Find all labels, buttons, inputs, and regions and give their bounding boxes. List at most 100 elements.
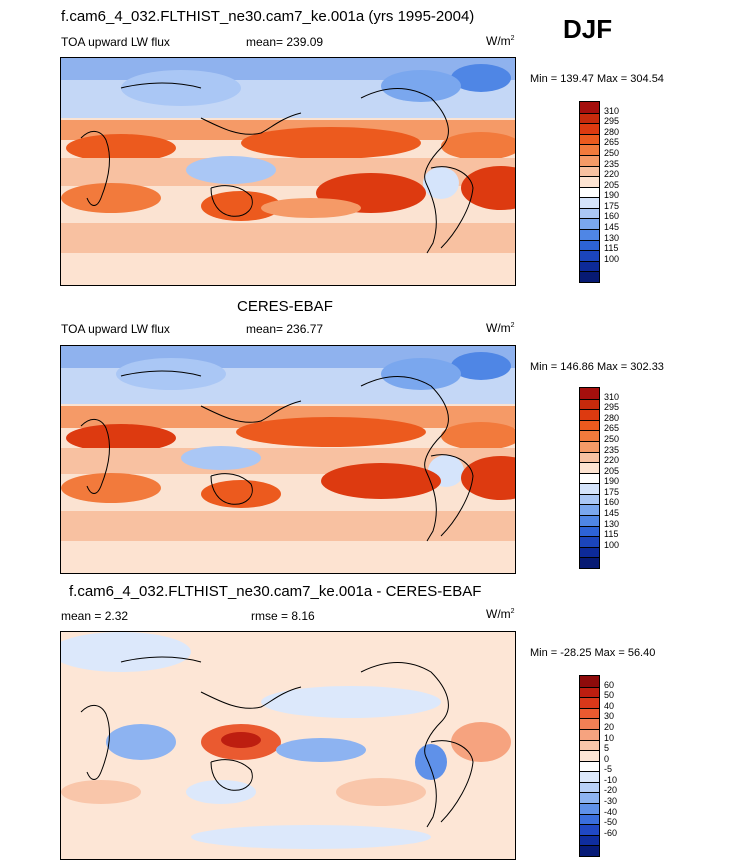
panel1-variable-label: TOA upward LW flux <box>61 35 170 49</box>
colorbar-tick-label: -40 <box>604 806 618 817</box>
panel3-units: W/m2 <box>486 607 515 621</box>
colorbar-tick-label: 295 <box>604 116 620 127</box>
colorbar-tick-label: 160 <box>604 211 620 222</box>
colorbar-swatch <box>580 239 599 251</box>
season-label: DJF <box>563 14 613 44</box>
colorbar-swatch <box>580 409 599 420</box>
colorbar-swatch <box>580 803 599 814</box>
colorbar-tick-label: 310 <box>604 105 620 116</box>
colorbar-tick-label: 175 <box>604 200 620 211</box>
colorbar-swatch <box>580 154 599 166</box>
colorbar-tick-label: 295 <box>604 402 620 413</box>
panel1-minmax: Min = 139.47 Max = 304.54 <box>530 73 664 85</box>
panel3-colorbar <box>579 675 600 857</box>
panel1-map <box>60 57 516 286</box>
colorbar-tick-label: 115 <box>604 243 619 254</box>
colorbar-tick-label: -10 <box>604 774 618 785</box>
colorbar-swatch <box>580 697 599 708</box>
colorbar-swatch <box>580 207 599 219</box>
panel2-map <box>60 345 516 574</box>
colorbar-swatch <box>580 472 599 484</box>
colorbar-swatch <box>580 260 599 272</box>
colorbar-swatch <box>580 250 599 261</box>
colorbar-swatch <box>580 419 599 431</box>
colorbar-tick-label: 235 <box>604 444 620 455</box>
panel3-mean-label: mean = 2.32 <box>61 609 129 623</box>
colorbar-tick-label: -60 <box>604 827 618 838</box>
colorbar-tick-label: 10 <box>604 732 615 743</box>
panel3-map <box>60 631 516 860</box>
colorbar-swatch <box>580 123 599 134</box>
colorbar-swatch <box>580 462 599 473</box>
colorbar-swatch <box>580 430 599 441</box>
colorbar-tick-label: 280 <box>604 126 620 137</box>
panel3-minmax: Min = -28.25 Max = 56.40 <box>530 647 656 659</box>
colorbar-tick-label: 5 <box>604 743 610 754</box>
colorbar-swatch <box>580 792 599 804</box>
colorbar-tick-label: 205 <box>604 179 620 190</box>
colorbar-swatch <box>580 771 599 782</box>
panel2-units: W/m2 <box>486 321 515 335</box>
colorbar-swatch <box>580 133 599 145</box>
colorbar-swatch <box>580 504 599 516</box>
colorbar-swatch <box>580 718 599 729</box>
colorbar-tick-label: 190 <box>604 190 620 201</box>
colorbar-tick-label: 250 <box>604 433 620 444</box>
colorbar-swatch <box>580 845 599 856</box>
panel3-title: f.cam6_4_032.FLTHIST_ne30.cam7_ke.001a -… <box>69 583 482 600</box>
colorbar-tick-label: 145 <box>604 222 620 233</box>
colorbar-swatch <box>580 525 599 537</box>
colorbar-swatch <box>580 515 599 526</box>
panel3-rmse-label: rmse = 8.16 <box>251 609 315 623</box>
colorbar-tick-label: -5 <box>604 764 613 775</box>
colorbar-tick-label: 130 <box>604 232 620 243</box>
colorbar-swatch <box>580 102 599 113</box>
colorbar-tick-label: 235 <box>604 158 620 169</box>
colorbar-swatch <box>580 536 599 547</box>
colorbar-swatch <box>580 398 599 410</box>
panel1-units: W/m2 <box>486 34 515 48</box>
colorbar-swatch <box>580 451 599 463</box>
colorbar-swatch <box>580 781 599 793</box>
colorbar-swatch <box>580 557 599 568</box>
panel2-title: CERES-EBAF <box>237 298 333 315</box>
colorbar-swatch <box>580 493 599 505</box>
panel1-title: f.cam6_4_032.FLTHIST_ne30.cam7_ke.001a (… <box>61 8 475 25</box>
colorbar-swatch <box>580 186 599 198</box>
panel2-mean-label: mean= 236.77 <box>246 322 324 336</box>
panel2-variable-label: TOA upward LW flux <box>61 322 170 336</box>
colorbar-swatch <box>580 483 599 494</box>
colorbar-tick-label: 100 <box>604 539 620 550</box>
colorbar-tick-label: 265 <box>604 137 620 148</box>
colorbar-swatch <box>580 218 599 230</box>
colorbar-swatch <box>580 197 599 208</box>
colorbar-swatch <box>580 686 599 698</box>
colorbar-tick-label: 115 <box>604 529 619 540</box>
panel2-minmax: Min = 146.86 Max = 302.33 <box>530 361 664 373</box>
colorbar-tick-label: 130 <box>604 518 620 529</box>
colorbar-tick-label: -50 <box>604 817 618 828</box>
colorbar-swatch <box>580 144 599 155</box>
colorbar-tick-label: 0 <box>604 753 610 764</box>
panel1-mean-label: mean= 239.09 <box>246 35 324 49</box>
colorbar-tick-label: 100 <box>604 253 620 264</box>
colorbar-swatch <box>580 824 599 835</box>
colorbar-swatch <box>580 728 599 740</box>
colorbar-tick-label: 145 <box>604 508 620 519</box>
colorbar-swatch <box>580 440 599 452</box>
colorbar-swatch <box>580 546 599 558</box>
colorbar-tick-label: 220 <box>604 455 620 466</box>
colorbar-tick-label: 60 <box>604 679 615 690</box>
colorbar-swatch <box>580 165 599 177</box>
colorbar-tick-label: 190 <box>604 476 620 487</box>
colorbar-tick-label: 280 <box>604 412 620 423</box>
colorbar-tick-label: -30 <box>604 796 618 807</box>
colorbar-tick-label: 175 <box>604 486 620 497</box>
colorbar-swatch <box>580 176 599 187</box>
colorbar-swatch <box>580 760 599 772</box>
colorbar-tick-label: 265 <box>604 423 620 434</box>
panel2-field <box>61 346 515 573</box>
colorbar-swatch <box>580 707 599 719</box>
colorbar-swatch <box>580 739 599 751</box>
colorbar-swatch <box>580 750 599 761</box>
